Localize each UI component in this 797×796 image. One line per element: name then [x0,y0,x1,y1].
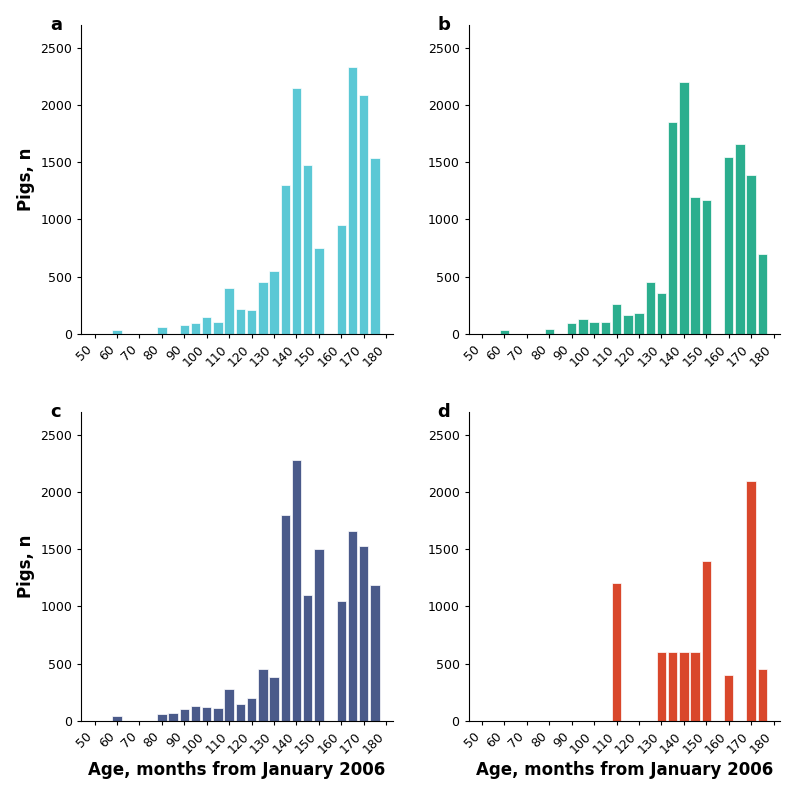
Bar [612,304,622,334]
Bar [303,165,312,334]
Bar [157,714,167,720]
Bar [646,283,655,334]
Bar [657,652,666,720]
Bar [679,82,689,334]
Bar [500,330,509,334]
Bar [336,601,346,720]
Bar [623,315,633,334]
Bar [247,698,257,720]
Bar [347,68,357,334]
Text: c: c [50,403,61,420]
Text: d: d [438,403,450,420]
Text: b: b [438,16,450,33]
Bar [303,595,312,720]
Bar [258,669,268,720]
Bar [579,319,587,334]
Bar [359,95,368,334]
Bar [269,271,279,334]
X-axis label: Age, months from January 2006: Age, months from January 2006 [476,761,773,779]
Bar [668,123,677,334]
Bar [701,200,711,334]
Bar [758,254,767,334]
Bar [701,560,711,720]
Bar [269,677,279,720]
Bar [157,327,167,334]
Bar [225,288,234,334]
Bar [371,584,379,720]
Bar [112,330,122,334]
Bar [747,175,756,334]
Bar [690,652,700,720]
Bar [247,310,257,334]
Bar [225,689,234,720]
Bar [359,546,368,720]
Y-axis label: Pigs, n: Pigs, n [17,148,34,211]
Bar [258,283,268,334]
Bar [281,185,290,334]
Bar [668,652,677,720]
Bar [202,707,211,720]
Bar [679,652,689,720]
Bar [179,326,189,334]
Bar [112,716,122,720]
Bar [347,531,357,720]
Bar [336,225,346,334]
Bar [168,712,178,720]
Bar [236,309,245,334]
Bar [567,323,576,334]
Bar [214,322,222,334]
Bar [179,709,189,720]
Bar [758,669,767,720]
Bar [281,515,290,720]
Bar [690,197,700,334]
Bar [314,549,324,720]
Bar [657,293,666,334]
Bar [292,88,301,334]
Bar [214,708,222,720]
Y-axis label: Pigs, n: Pigs, n [17,535,34,598]
Bar [371,158,379,334]
Text: a: a [50,16,62,33]
Bar [202,317,211,334]
Bar [724,675,733,720]
Bar [747,481,756,720]
Bar [612,583,622,720]
Bar [314,248,324,334]
Bar [190,706,200,720]
Bar [724,157,733,334]
X-axis label: Age, months from January 2006: Age, months from January 2006 [88,761,386,779]
Bar [634,313,644,334]
Bar [736,144,744,334]
Bar [601,322,610,334]
Bar [544,330,554,334]
Bar [292,460,301,720]
Bar [190,323,200,334]
Bar [236,704,245,720]
Bar [590,322,599,334]
